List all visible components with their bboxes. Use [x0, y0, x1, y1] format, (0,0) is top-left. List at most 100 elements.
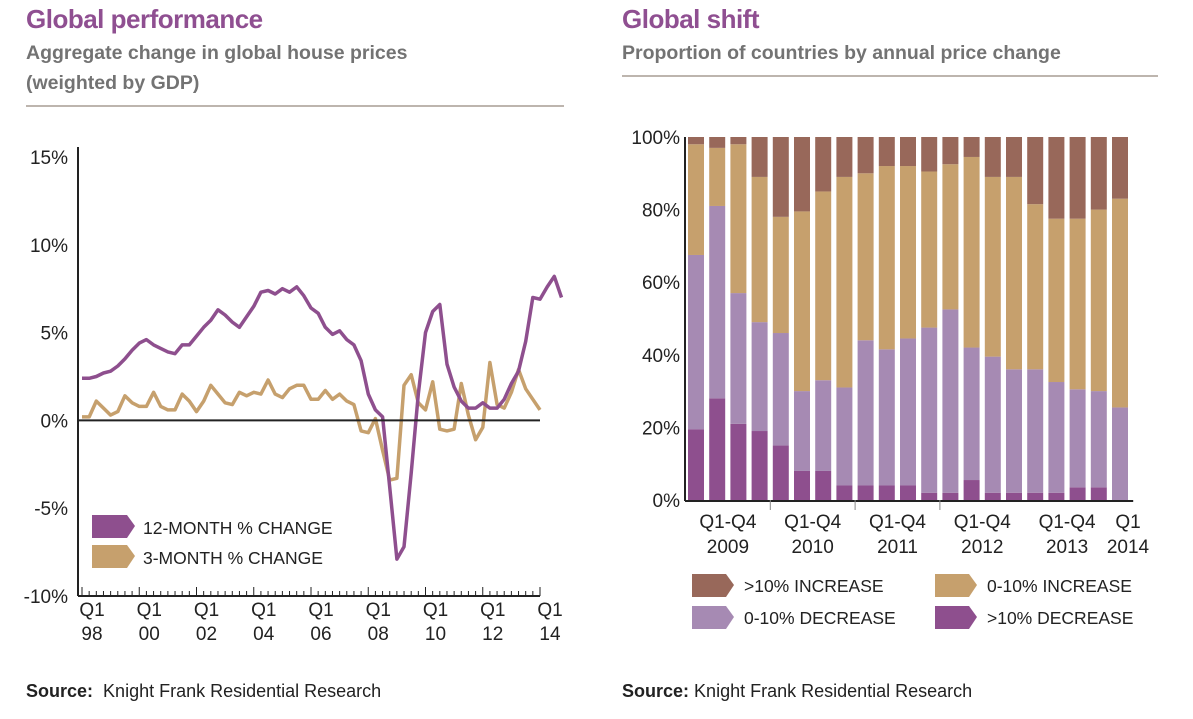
- x-tick-label-year: 10: [425, 624, 446, 645]
- x-tick-label-year: 04: [253, 624, 275, 645]
- x-tick-label-quarter: Q1: [308, 600, 333, 621]
- bar-segment-0-10-increase: [688, 144, 704, 255]
- x-tick-label-year: 14: [539, 624, 561, 645]
- bar-segment-gt10-increase: [1112, 137, 1128, 199]
- bar-segment-gt10-increase: [984, 137, 1001, 177]
- left-source-label: Source:: [26, 681, 94, 701]
- bar-segment-gt10-increase: [1027, 137, 1044, 205]
- y-tick-label: 100%: [631, 128, 680, 149]
- y-tick-label: 20%: [642, 418, 680, 439]
- line-chart: -10% -5% 0% 5% 10% 15% Q1 98 Q1 00 Q1 02 Q1 04 Q1 06 Q1…: [24, 147, 564, 645]
- bar-segment-0-10-increase: [709, 147, 726, 206]
- legend-swatch-gt10-decrease: [935, 606, 977, 629]
- bar-segment-0-10-decrease: [836, 387, 853, 486]
- bar-segment-gt10-decrease: [878, 485, 895, 500]
- bar-segment-gt10-increase: [1006, 137, 1022, 177]
- bar-segment-gt10-increase: [772, 137, 789, 217]
- x-group-label-year: 2009: [707, 537, 749, 558]
- bar-segment-gt10-increase: [709, 137, 726, 148]
- right-title-divider: [622, 75, 1158, 77]
- bar-segment-gt10-increase: [794, 137, 810, 212]
- bar-segment-0-10-decrease: [900, 338, 916, 486]
- x-tick-label-year: 06: [310, 624, 331, 645]
- bar-segment-gt10-decrease: [942, 492, 959, 500]
- left-chart-subtitle-line1: Aggregate change in global house prices: [26, 42, 408, 64]
- x-group-label-year: 2013: [1046, 537, 1088, 558]
- bar-segment-gt10-increase: [942, 137, 959, 165]
- x-tick-label-quarter: Q1: [137, 600, 162, 621]
- bar-segment-0-10-increase: [730, 144, 747, 294]
- bar-segment-gt10-increase: [1048, 137, 1065, 219]
- y-tick-label: 40%: [642, 346, 680, 367]
- bar-segment-gt10-decrease: [1090, 487, 1107, 500]
- x-tick-label-quarter: Q1: [366, 600, 391, 621]
- bar-segment-0-10-increase: [963, 156, 980, 348]
- x-group-label-quarters: Q1-Q4: [869, 512, 926, 533]
- bar-segment-gt10-decrease: [1069, 487, 1086, 500]
- bar-segment-gt10-decrease: [730, 423, 747, 500]
- bar-segment-gt10-increase: [751, 137, 768, 177]
- legend-label-3-month: 3-MONTH % CHANGE: [143, 548, 323, 568]
- bar-segment-0-10-decrease: [1027, 369, 1044, 493]
- x-tick-label-quarter: Q1: [251, 600, 276, 621]
- bar-segment-0-10-increase: [1090, 209, 1107, 392]
- bar-segment-0-10-decrease: [1048, 382, 1065, 493]
- x-tick-label-year: 98: [81, 624, 102, 645]
- x-tick-label-year: 02: [196, 624, 217, 645]
- bar-segment-gt10-increase: [857, 137, 874, 174]
- bar-segment-gt10-decrease: [1048, 492, 1065, 500]
- bar-segment-gt10-decrease: [815, 470, 832, 500]
- bar-segment-0-10-decrease: [921, 327, 938, 493]
- bar-segment-gt10-decrease: [836, 485, 853, 500]
- bar-segment-gt10-increase: [836, 137, 853, 177]
- x-tick-label-quarter: Q1: [423, 600, 448, 621]
- bar-segment-gt10-increase: [1090, 137, 1107, 210]
- x-tick-label-year: 12: [482, 624, 503, 645]
- bar-segment-0-10-increase: [751, 176, 768, 323]
- bar-segment-0-10-decrease: [857, 340, 874, 486]
- left-chart-title: Global performance: [26, 4, 263, 34]
- bar-segment-0-10-increase: [1069, 218, 1086, 390]
- legend-label-0-10-decrease: 0-10% DECREASE: [744, 608, 896, 628]
- y-tick-label: 60%: [642, 273, 680, 294]
- series-line-12-month: [82, 274, 564, 561]
- right-source-text: Knight Frank Residential Research: [694, 681, 973, 701]
- bar-segment-0-10-increase: [794, 211, 810, 392]
- bar-segment-0-10-increase: [1006, 176, 1022, 370]
- legend-swatch-12-month: [92, 515, 135, 538]
- x-group-label-year: 2012: [961, 537, 1003, 558]
- legend-label-0-10-increase: 0-10% INCREASE: [987, 576, 1132, 596]
- y-tick-label: 0%: [653, 491, 681, 512]
- y-tick-label: 80%: [642, 201, 680, 222]
- bar-segment-gt10-decrease: [751, 431, 768, 500]
- bar-segment-0-10-increase: [836, 176, 853, 388]
- bar-segment-0-10-decrease: [1069, 389, 1086, 488]
- x-tick-label-year: 00: [139, 624, 160, 645]
- bar-segment-0-10-increase: [921, 171, 938, 328]
- bar-segment-gt10-increase: [1069, 137, 1086, 219]
- bar-segment-0-10-decrease: [984, 356, 1001, 493]
- bar-segment-0-10-decrease: [794, 391, 810, 471]
- bar-segment-gt10-decrease: [963, 480, 980, 500]
- bar-segment-gt10-decrease: [900, 485, 916, 500]
- right-chart-subtitle: Proportion of countries by annual price …: [622, 42, 1061, 64]
- bar-segment-0-10-increase: [772, 216, 789, 334]
- left-chart-subtitle-line2: (weighted by GDP): [26, 72, 200, 94]
- x-tick-label-quarter: Q1: [480, 600, 505, 621]
- bar-segment-gt10-decrease: [857, 485, 874, 500]
- right-source-label: Source:: [622, 681, 690, 701]
- legend-label-12-month: 12-MONTH % CHANGE: [143, 518, 333, 538]
- x-group-label-year: 2010: [792, 537, 834, 558]
- legend-label-gt10-increase: >10% INCREASE: [744, 576, 884, 596]
- bar-segment-0-10-increase: [984, 176, 1001, 357]
- bar-segment-0-10-increase: [857, 173, 874, 341]
- bar-segment-0-10-increase: [815, 191, 832, 381]
- x-group-label-year: 2014: [1107, 537, 1150, 558]
- bar-segment-gt10-increase: [921, 137, 938, 172]
- y-tick-label: 5%: [41, 324, 69, 345]
- bar-segment-0-10-decrease: [1090, 391, 1107, 488]
- bar-segment-0-10-decrease: [730, 293, 747, 424]
- bar-segment-0-10-decrease: [815, 380, 832, 471]
- bar-segment-gt10-increase: [878, 137, 895, 167]
- y-tick-label: 15%: [30, 148, 68, 169]
